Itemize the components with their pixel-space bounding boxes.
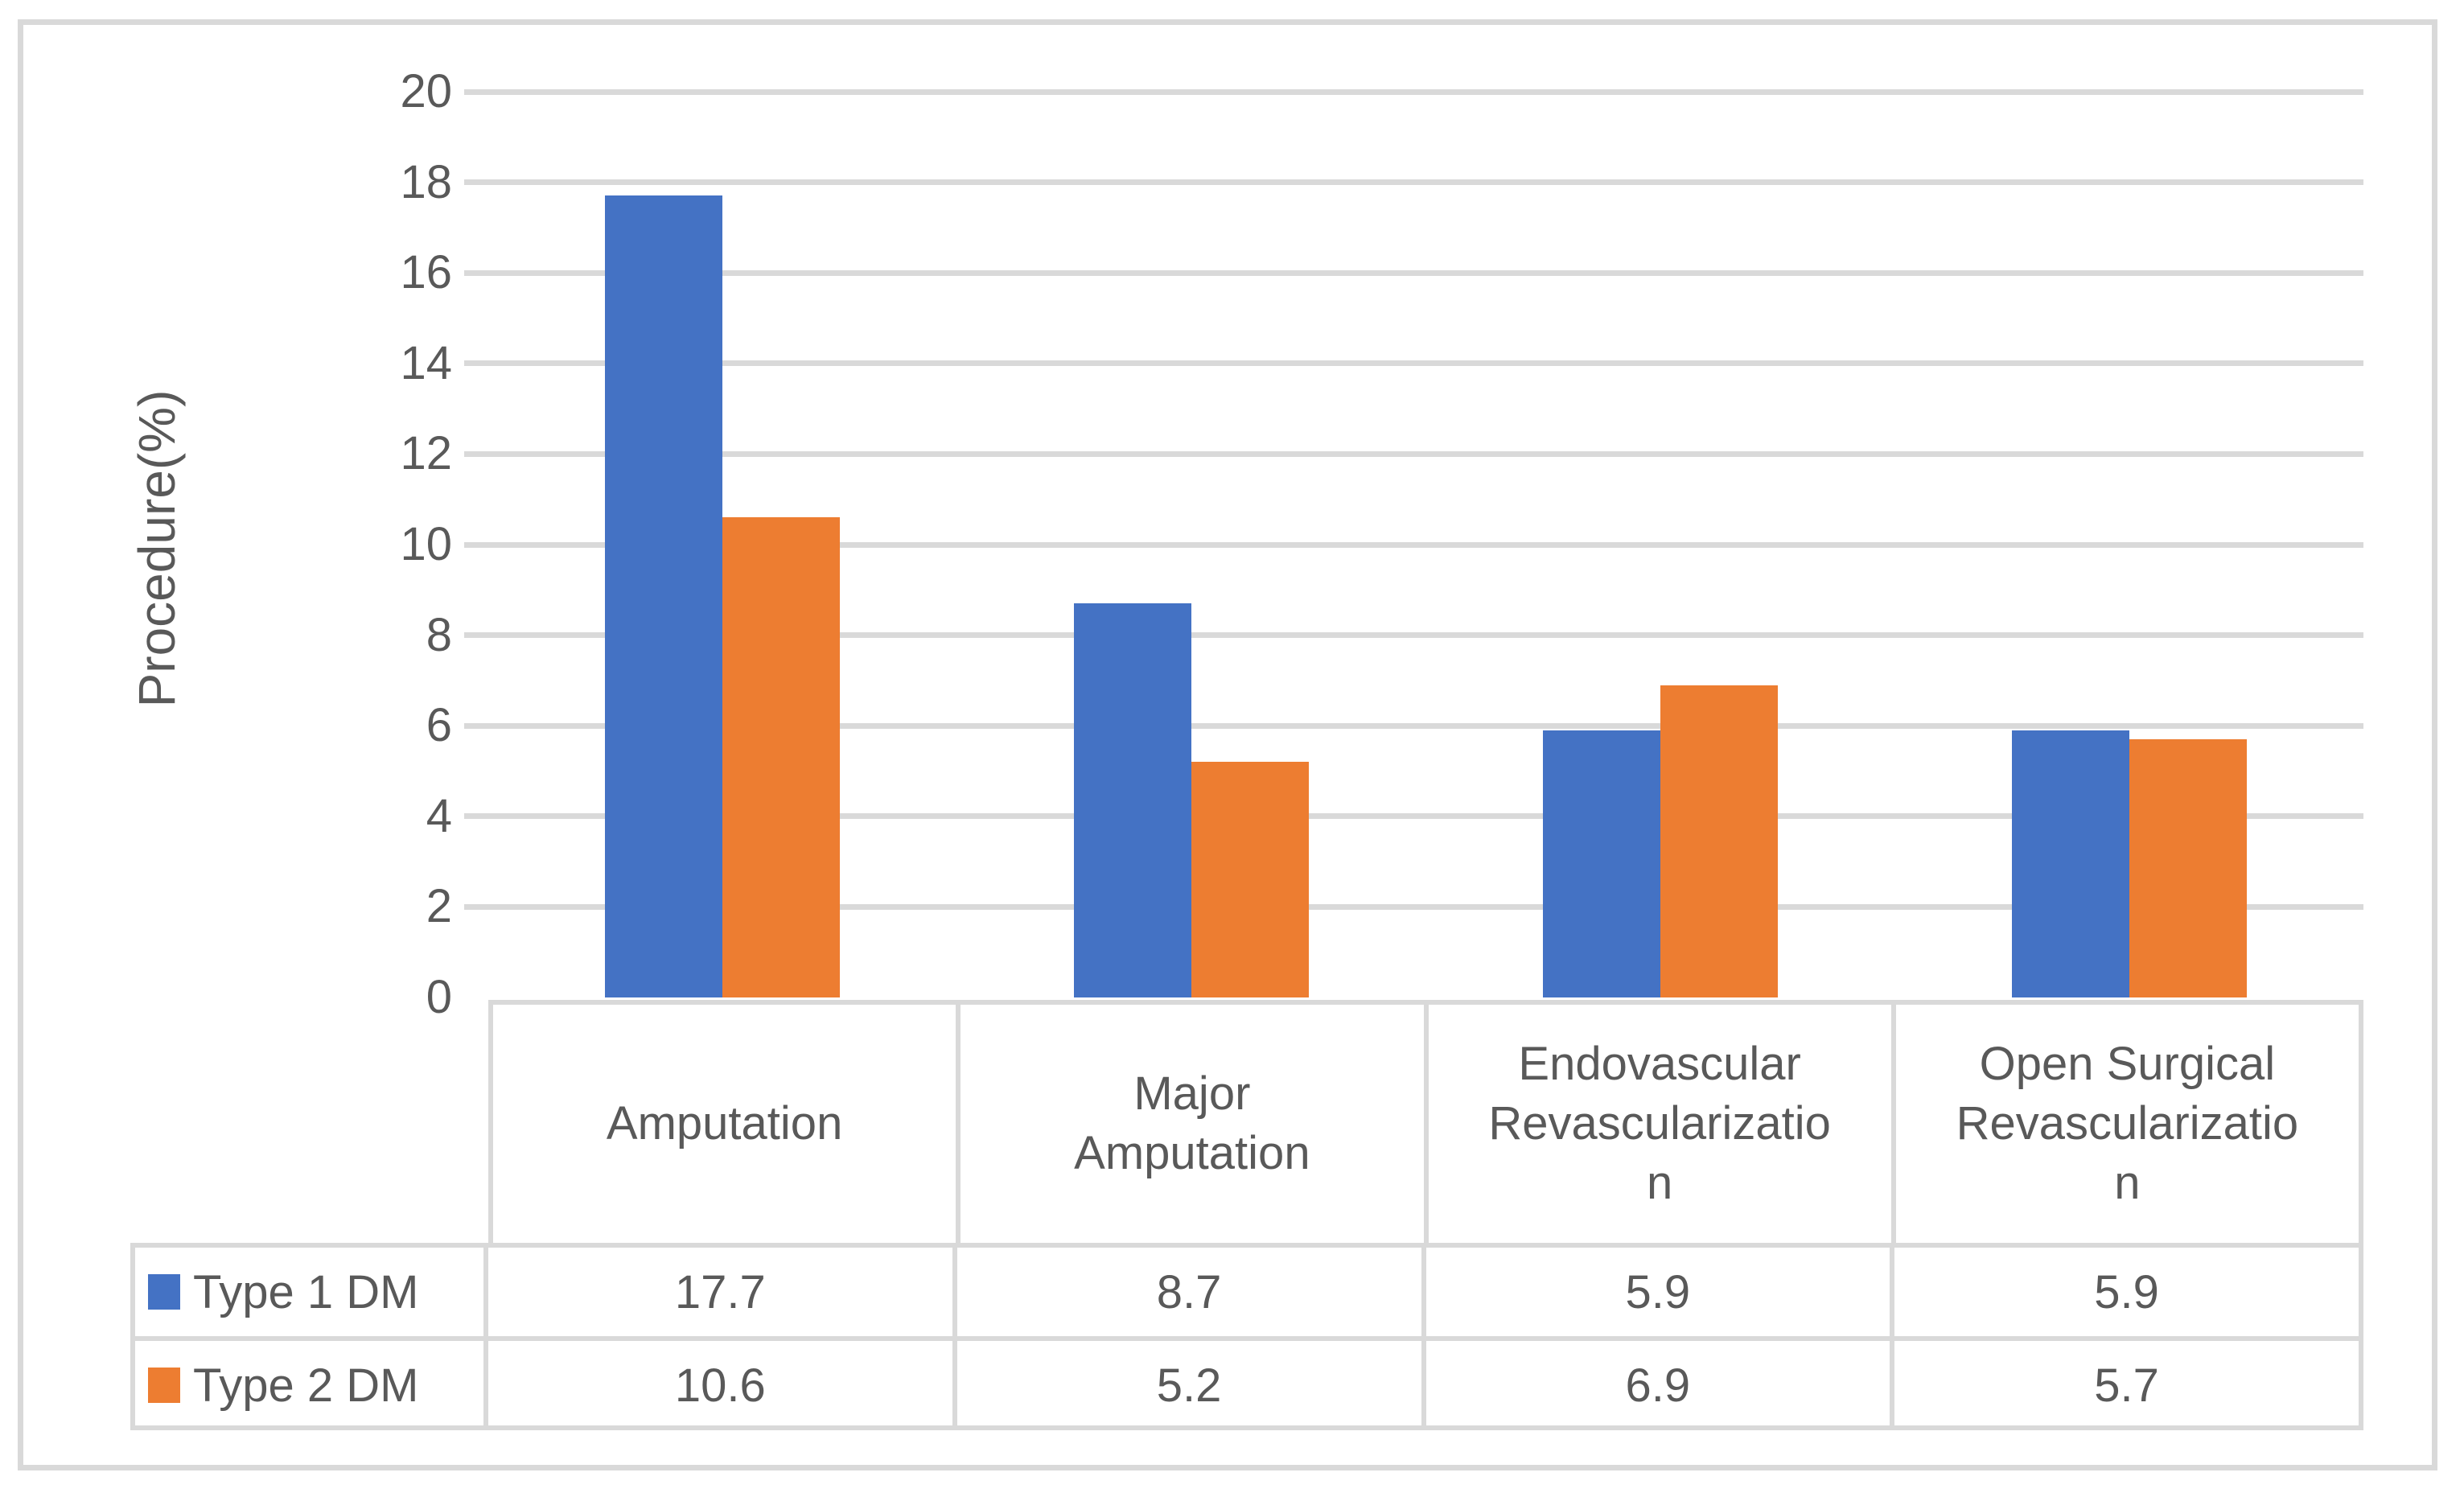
gridline-20 (464, 88, 2363, 95)
y-tick-label-14: 14 (400, 336, 452, 389)
category-label-line: n (1646, 1157, 1673, 1209)
value-cell: 17.7 (488, 1248, 957, 1336)
gridline-14 (464, 360, 2363, 367)
y-tick-label-8: 8 (426, 608, 452, 661)
value-cell: 8.7 (957, 1248, 1426, 1336)
value-cell: 5.9 (1426, 1248, 1895, 1336)
y-tick-label-18: 18 (400, 155, 452, 208)
category-header-major-amputation: Major Amputation (961, 1005, 1429, 1243)
series-legend-cell-type-2-dm: Type 2 DM (135, 1341, 488, 1429)
legend-swatch-type-1-dm (148, 1274, 180, 1310)
category-label-line: Major (1133, 1067, 1251, 1120)
series-name: Type 2 DM (193, 1359, 419, 1412)
y-tick-label-10: 10 (400, 518, 452, 570)
category-label-line: n (2114, 1157, 2141, 1209)
category-header-amputation: Amputation (493, 1005, 961, 1243)
value-cell: 10.6 (488, 1341, 957, 1429)
category-label-line: Revascularizatio (1956, 1097, 2299, 1150)
gridline-16 (464, 269, 2363, 276)
gridline-2 (464, 903, 2363, 910)
value-cell: 5.9 (2094, 1265, 2159, 1318)
bar-type-2-dm-major-amputation (1191, 762, 1310, 997)
bar-type-1-dm-endovascular-revascularization (1542, 730, 1660, 997)
value-cell: 5.7 (2094, 1359, 2159, 1412)
category-label-line: Open Surgical (1979, 1038, 2276, 1090)
bar-type-1-dm-amputation (605, 195, 723, 997)
bar-type-2-dm-endovascular-revascularization (1660, 685, 1778, 997)
legend-swatch-type-2-dm (148, 1368, 180, 1403)
series-name: Type 1 DM (193, 1265, 419, 1318)
gridline-10 (464, 541, 2363, 548)
bar-type-2-dm-open-surgical-revascularization (2129, 739, 2247, 997)
value-cell: 6.9 (1426, 1341, 1895, 1429)
gridline-12 (464, 450, 2363, 457)
data-table-body: Type 1 DM 17.7 8.7 5.9 5.9 Type 2 DM 10.… (130, 1243, 2363, 1430)
gridline-18 (464, 179, 2363, 186)
category-label-line: Endovascular (1518, 1038, 1801, 1090)
y-tick-label-12: 12 (400, 427, 452, 480)
y-axis-title: Procedure(%) (128, 389, 186, 708)
y-tick-label-4: 4 (426, 789, 452, 842)
gridline-4 (464, 813, 2363, 820)
series-legend-cell-type-1-dm: Type 1 DM (135, 1248, 488, 1336)
bar-type-2-dm-amputation (722, 517, 841, 997)
y-tick-label-0: 0 (426, 971, 452, 1023)
category-label-line: Amputation (1074, 1127, 1310, 1179)
category-label-line: Amputation (606, 1097, 843, 1150)
bar-type-1-dm-major-amputation (1074, 603, 1192, 997)
category-header-open-surgical-revascularization: Open Surgical Revascularizatio n (1896, 1005, 2359, 1243)
table-row-type-1-dm: Type 1 DM 17.7 8.7 5.9 5.9 (135, 1248, 2359, 1341)
bar-type-1-dm-open-surgical-revascularization (2011, 730, 2129, 997)
gridline-6 (464, 722, 2363, 729)
y-tick-label-20: 20 (400, 65, 452, 117)
value-cell: 5.2 (957, 1341, 1426, 1429)
y-tick-label-16: 16 (400, 246, 452, 299)
data-table-header-row: Amputation Major Amputation Endovascular… (488, 1000, 2363, 1243)
category-label-line: Revascularizatio (1488, 1097, 1831, 1150)
y-tick-label-2: 2 (426, 880, 452, 933)
gridline-8 (464, 632, 2363, 639)
figure-border (18, 19, 2437, 1470)
y-tick-label-6: 6 (426, 699, 452, 752)
category-header-endovascular-revascularization: Endovascular Revascularizatio n (1429, 1005, 1896, 1243)
table-row-type-2-dm: Type 2 DM 10.6 5.2 6.9 5.7 (135, 1341, 2359, 1429)
